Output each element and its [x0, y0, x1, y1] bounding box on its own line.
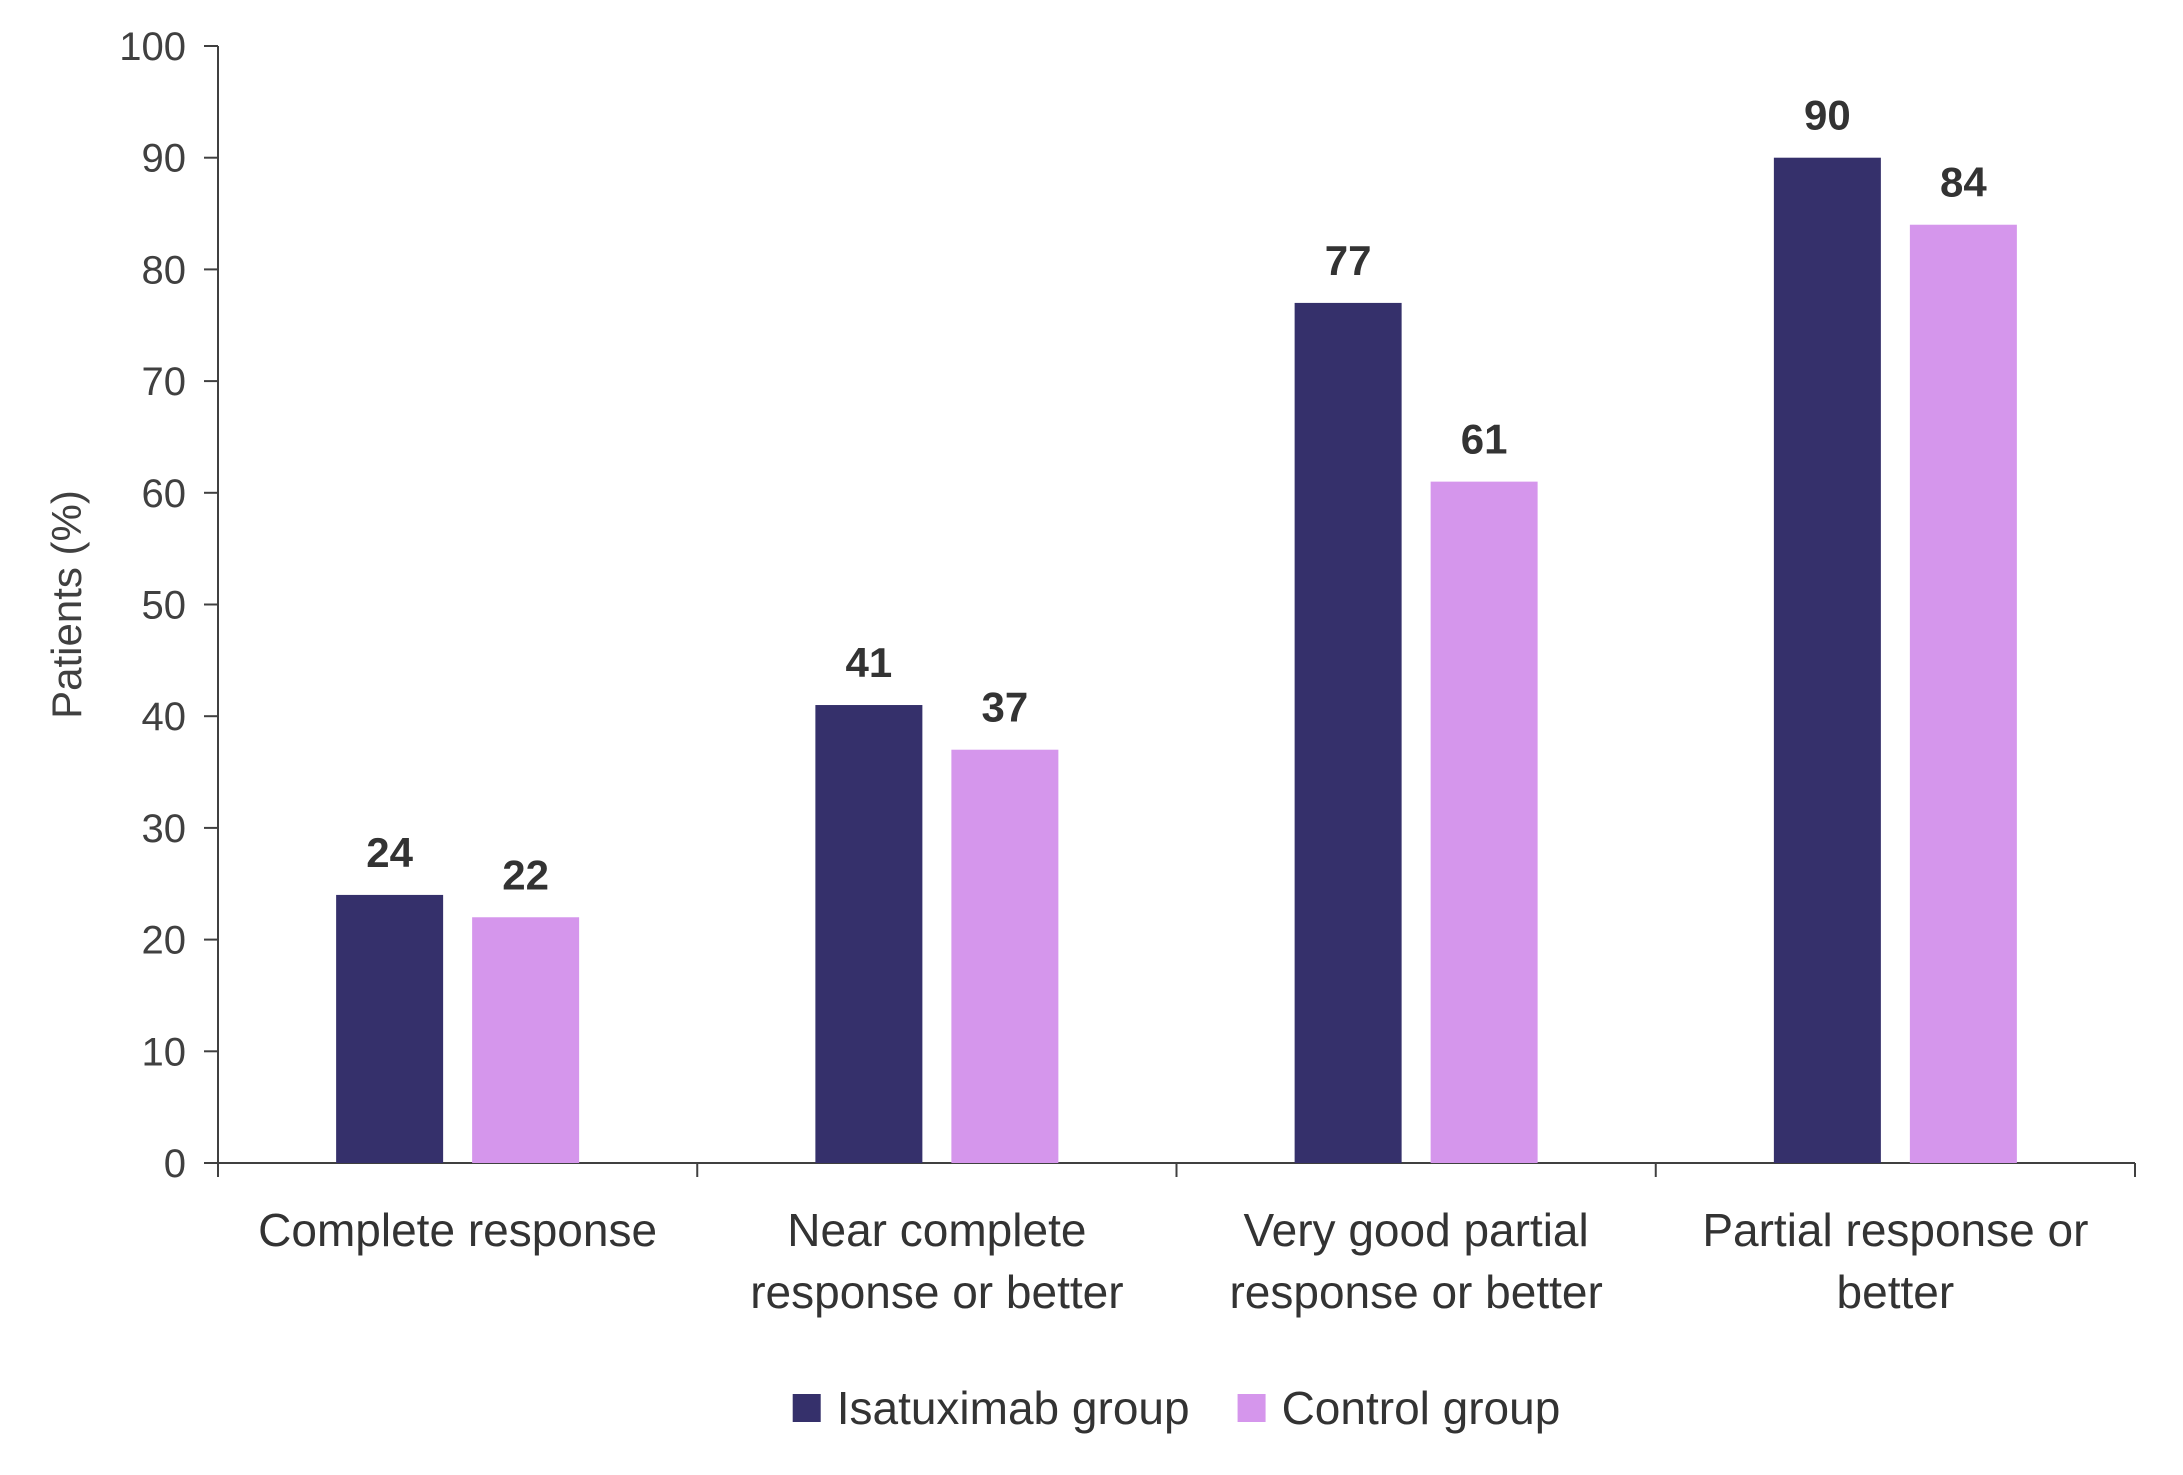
bar [1773, 157, 1881, 1163]
bar [336, 894, 444, 1163]
x-category-label: Complete response [258, 1204, 657, 1256]
bar [1294, 302, 1402, 1163]
y-tick-label: 70 [142, 360, 187, 404]
y-tick-label: 90 [142, 137, 187, 181]
x-category-label: Near complete [787, 1204, 1086, 1256]
y-tick-label: 50 [142, 584, 187, 628]
legend-swatch [792, 1394, 821, 1422]
y-tick-label: 30 [142, 807, 187, 851]
category-labels: Complete response Near complete response o… [258, 1204, 2088, 1318]
bar-value-label: 77 [1325, 237, 1372, 284]
x-category-label: Very good partial [1244, 1204, 1589, 1256]
y-tick-label: 100 [119, 25, 186, 69]
bar-value-label: 41 [846, 639, 893, 686]
y-tick-label: 0 [164, 1142, 186, 1186]
bars [336, 157, 2017, 1164]
y-tick-label: 80 [142, 248, 187, 292]
legend-label: Isatuximab group [837, 1382, 1190, 1434]
y-tick-label: 40 [142, 695, 187, 739]
y-axis-title: Patients (%) [43, 490, 90, 719]
legend: Isatuximab group Control group [792, 1382, 1561, 1434]
bar-value-label: 84 [1940, 159, 1987, 206]
bar [1909, 224, 2017, 1164]
x-axis [217, 1162, 2136, 1177]
bar [815, 705, 923, 1163]
bar-value-label: 61 [1461, 416, 1508, 463]
x-category-label: response or better [1229, 1266, 1602, 1318]
data-labels: 24 22 41 37 77 61 90 84 [366, 92, 1987, 899]
x-category-label: Partial response or [1702, 1204, 2088, 1256]
x-category-label: better [1837, 1266, 1955, 1318]
bar-value-label: 22 [502, 851, 549, 898]
legend-swatch [1237, 1394, 1266, 1422]
x-category-label: response or better [750, 1266, 1123, 1318]
bar [472, 917, 580, 1163]
bar-value-label: 90 [1804, 92, 1851, 139]
bar-value-label: 37 [982, 684, 1029, 731]
y-axis: 0 10 20 30 40 50 60 70 80 90 100 [119, 25, 219, 1186]
y-tick-label: 60 [142, 472, 187, 516]
legend-label: Control group [1282, 1382, 1561, 1434]
y-tick-label: 20 [142, 919, 187, 963]
bar [1430, 481, 1538, 1163]
y-tick-label: 10 [142, 1030, 187, 1074]
bar-value-label: 24 [366, 829, 413, 876]
bar [951, 749, 1059, 1163]
